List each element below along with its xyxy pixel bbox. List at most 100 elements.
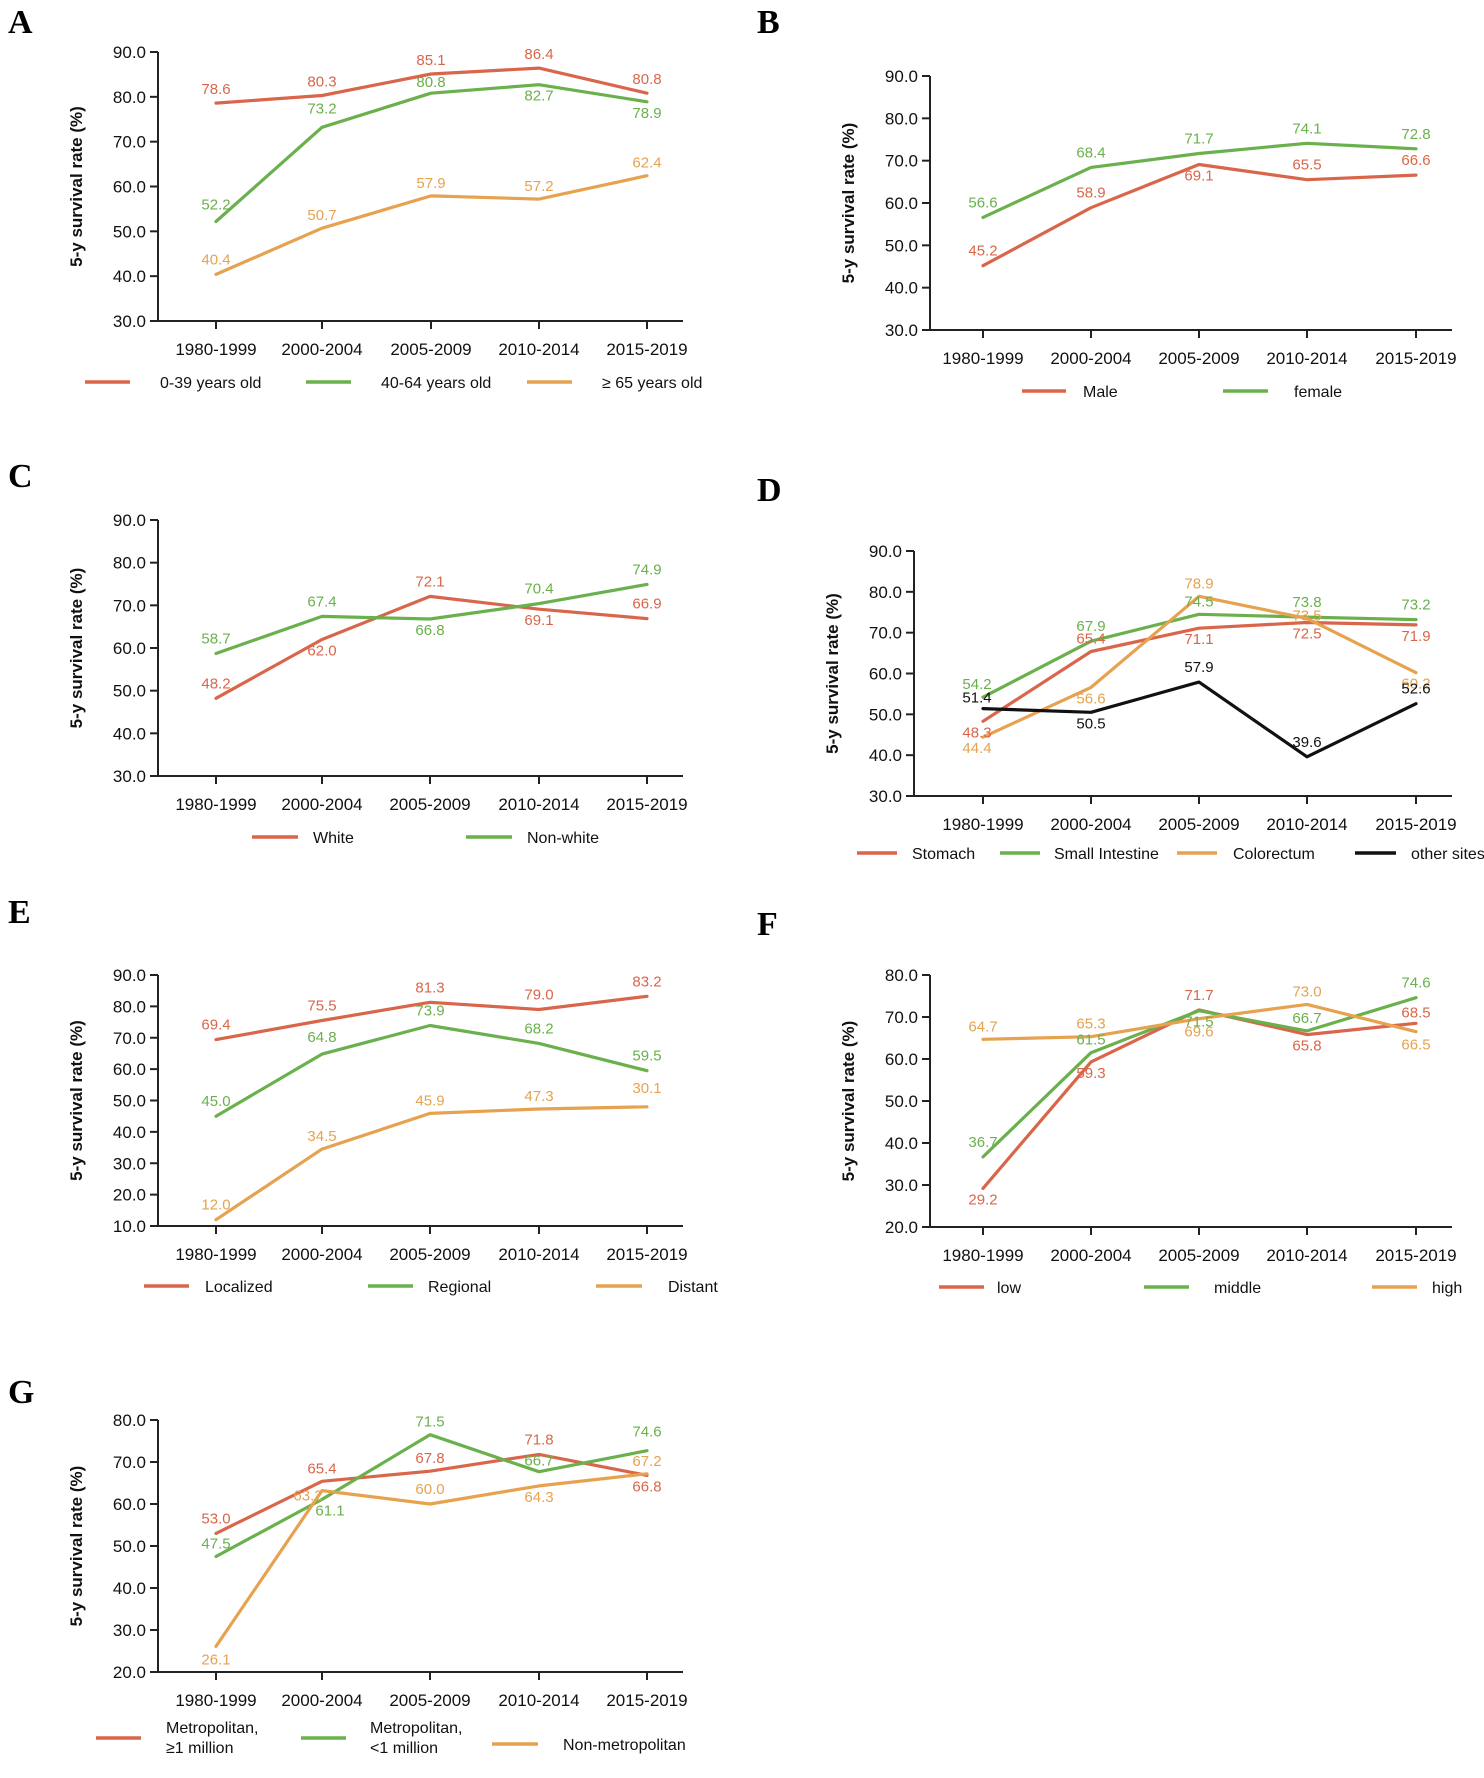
data-label: 68.5	[1401, 1004, 1430, 1021]
data-label: 12.0	[201, 1197, 230, 1214]
legend-label: middle	[1214, 1280, 1261, 1297]
y-axis-title: 5-y survival rate (%)	[839, 123, 858, 284]
data-label: 60.0	[415, 1481, 444, 1498]
x-tick-label: 2000-2004	[1050, 349, 1131, 368]
panel-letter: A	[8, 4, 33, 41]
x-tick-label: 2010-2014	[1266, 815, 1347, 834]
y-tick-label: 90.0	[113, 43, 146, 62]
data-label: 74.5	[1184, 593, 1213, 610]
y-tick-label: 60.0	[869, 665, 902, 684]
legend-label: 0-39 years old	[160, 375, 261, 392]
data-label: 36.7	[968, 1134, 997, 1151]
data-label: 83.2	[632, 973, 661, 990]
data-label: 71.5	[415, 1414, 444, 1431]
data-label: 78.9	[632, 105, 661, 122]
legend-label: Metropolitan, ≥1 million	[166, 1720, 259, 1757]
y-tick-label: 10.0	[113, 1217, 146, 1236]
data-label: 56.6	[968, 194, 997, 211]
y-tick-label: 50.0	[885, 1092, 918, 1111]
data-label: 71.7	[1184, 987, 1213, 1004]
data-label: 67.9	[1076, 618, 1105, 635]
data-label: 48.3	[962, 724, 991, 741]
legend-label: female	[1294, 384, 1342, 401]
data-label: 54.2	[962, 676, 991, 693]
series-line-non-white	[214, 582, 649, 656]
data-label: 66.5	[1401, 1037, 1430, 1054]
data-label: 73.5	[1292, 607, 1321, 624]
x-tick-label: 2000-2004	[281, 795, 362, 814]
data-label: 50.7	[307, 207, 336, 224]
y-axis-title: 5-y survival rate (%)	[67, 1020, 86, 1181]
data-label: 74.6	[1401, 975, 1430, 992]
y-tick-label: 80.0	[113, 554, 146, 573]
x-tick-label: 2005-2009	[389, 1691, 470, 1710]
panel-letter: E	[8, 894, 31, 931]
y-tick-label: 70.0	[869, 624, 902, 643]
data-label: 61.5	[1076, 1032, 1105, 1049]
series-line-40-64	[214, 83, 649, 224]
data-label: 66.8	[415, 622, 444, 639]
data-label: 67.4	[307, 593, 336, 610]
data-label: 71.5	[1184, 1014, 1213, 1031]
x-tick-label: 2015-2019	[606, 340, 687, 359]
legend-label: other sites	[1411, 846, 1484, 863]
series-line-0-39	[214, 66, 649, 105]
data-label: 85.1	[416, 52, 445, 69]
y-tick-label: 60.0	[113, 639, 146, 658]
x-tick-label: 2010-2014	[498, 795, 579, 814]
data-label: 80.3	[307, 73, 336, 90]
legend-label: Non-white	[527, 830, 599, 847]
x-tick-label: 2015-2019	[606, 795, 687, 814]
y-tick-label: 60.0	[113, 1060, 146, 1079]
data-label: 26.1	[201, 1651, 230, 1668]
data-label: 73.2	[307, 100, 336, 117]
data-label: 73.8	[1292, 594, 1321, 611]
x-tick-label: 1980-1999	[175, 1691, 256, 1710]
y-tick-label: 50.0	[113, 222, 146, 241]
x-tick-label: 2005-2009	[390, 340, 471, 359]
x-tick-label: 2010-2014	[498, 340, 579, 359]
data-label: 45.0	[201, 1093, 230, 1110]
y-tick-label: 70.0	[885, 152, 918, 171]
data-label: 66.7	[524, 1453, 553, 1470]
y-tick-label: 80.0	[113, 997, 146, 1016]
series-line-middle	[981, 996, 1418, 1159]
legend-label: Stomach	[912, 846, 975, 863]
data-label: 73.2	[1401, 597, 1430, 614]
data-label: 69.6	[1184, 1024, 1213, 1041]
series-line-localized	[214, 994, 649, 1042]
x-tick-label: 2010-2014	[498, 1691, 579, 1710]
data-label: 70.4	[524, 581, 553, 598]
series-line-colorectum	[981, 594, 1418, 739]
data-label: 72.1	[415, 573, 444, 590]
data-label: 75.5	[307, 997, 336, 1014]
y-tick-label: 70.0	[113, 133, 146, 152]
legend-label: Small Intestine	[1054, 846, 1159, 863]
legend-label: Colorectum	[1233, 846, 1315, 863]
x-tick-label: 2010-2014	[1266, 349, 1347, 368]
data-label: 69.1	[1184, 167, 1213, 184]
y-tick-label: 40.0	[885, 279, 918, 298]
data-label: 72.5	[1292, 625, 1321, 642]
series-line-distant	[214, 1105, 649, 1222]
data-label: 57.9	[416, 175, 445, 192]
data-label: 56.6	[1076, 690, 1105, 707]
data-label: 62.4	[632, 155, 661, 172]
y-axis-title: 5-y survival rate (%)	[67, 568, 86, 729]
data-label: 48.2	[201, 675, 230, 692]
y-tick-label: 60.0	[113, 178, 146, 197]
x-tick-label: 2015-2019	[1375, 815, 1456, 834]
y-tick-label: 60.0	[113, 1495, 146, 1514]
data-label: 66.6	[1401, 152, 1430, 169]
data-label: 44.4	[962, 740, 991, 757]
panel-b: B 30.0 40.0 50.0 60.0 70.0 80.0 90.0 1980-1999 20…	[757, 4, 1457, 401]
y-axis-title: 5-y survival rate (%)	[67, 1466, 86, 1627]
x-tick-label: 2000-2004	[1050, 815, 1131, 834]
y-tick-label: 70.0	[113, 1453, 146, 1472]
y-tick-label: 30.0	[885, 1176, 918, 1195]
y-tick-label: 80.0	[869, 583, 902, 602]
series-line-white	[214, 594, 649, 700]
data-label: 66.7	[1292, 1010, 1321, 1027]
x-tick-label: 2000-2004	[281, 340, 362, 359]
x-tick-label: 2015-2019	[606, 1691, 687, 1710]
